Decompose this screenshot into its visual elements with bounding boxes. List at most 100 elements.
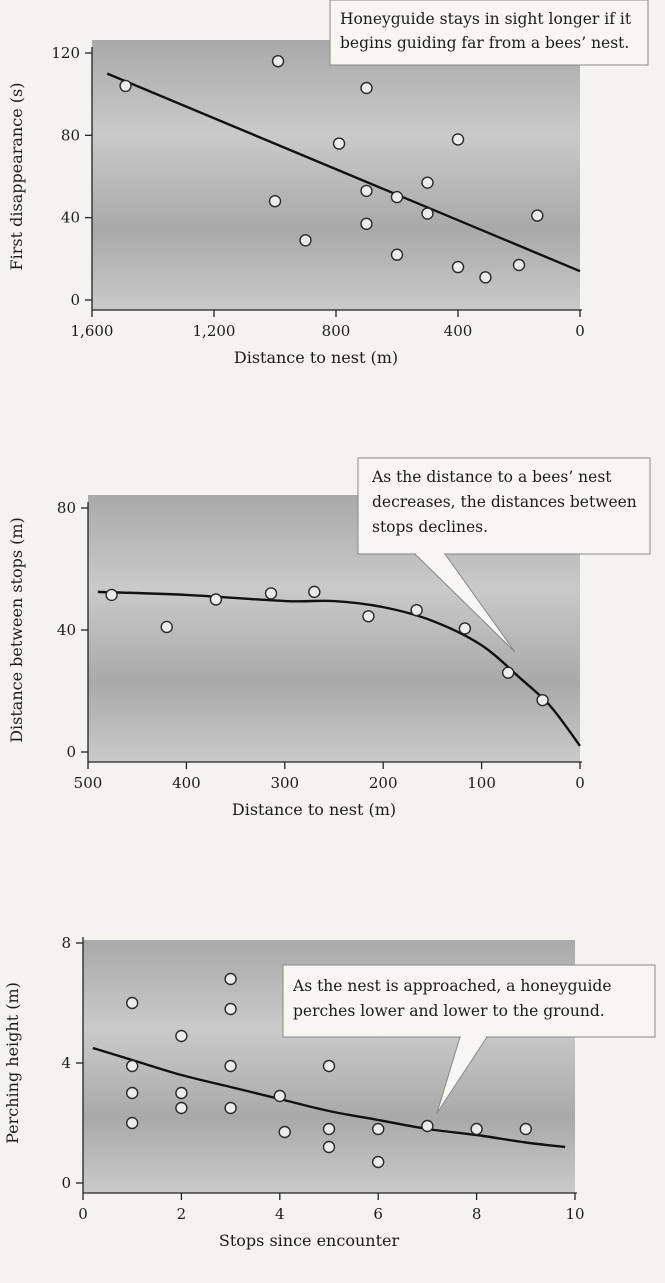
data-point (119, 79, 132, 93)
data-point (125, 1059, 139, 1073)
callout-text-line: As the nest is approached, a honeyguide (292, 977, 612, 995)
data-point (264, 587, 278, 600)
data-point (271, 55, 285, 68)
x-tick-label: 0 (575, 774, 585, 792)
y-tick-label: 40 (57, 621, 76, 639)
data-point (268, 194, 282, 208)
callout: As the distance to a bees’ nest decreases… (357, 457, 651, 653)
callout: Honeyguide stays in sight longer if it be… (329, 0, 649, 66)
data-point (332, 137, 346, 150)
x-axis-label: Distance to nest (m) (232, 800, 396, 819)
data-point (531, 209, 544, 222)
callout-text-line: Honeyguide stays in sight longer if it (340, 10, 632, 28)
data-point (479, 271, 492, 284)
data-point (209, 593, 223, 606)
x-axis-label: Stops since encounter (219, 1231, 400, 1250)
callout-box (329, 0, 649, 66)
x-tick-label: 500 (74, 774, 103, 792)
x-tick-label: 1,600 (71, 322, 114, 340)
chart-3: 0 4 8 0 2 4 6 8 10 Stops since encounter Perching … (3, 934, 656, 1250)
y-tick-label: 40 (61, 209, 80, 227)
data-point (299, 234, 312, 247)
y-tick-label: 0 (66, 743, 76, 761)
data-point (372, 1155, 385, 1169)
y-tick-label: 8 (61, 934, 71, 952)
chart-2: 0 40 80 500 400 300 200 100 0 Distance to nest (m… (7, 457, 651, 819)
y-tick-label: 0 (61, 1174, 71, 1192)
data-point (451, 133, 465, 146)
callout: As the nest is approached, a honeyguide p… (282, 964, 656, 1114)
data-point (536, 693, 549, 707)
data-point (519, 1122, 532, 1136)
y-tick-label: 80 (57, 499, 76, 517)
data-point (410, 603, 423, 617)
x-tick-label: 400 (172, 774, 201, 792)
data-point (360, 217, 373, 231)
data-point (421, 207, 434, 220)
y-axis-label: Perching height (m) (3, 982, 22, 1144)
x-tick-label: 8 (472, 1205, 482, 1223)
y-tick-label: 4 (61, 1054, 71, 1072)
x-tick-label: 1,200 (193, 322, 236, 340)
data-point (421, 176, 434, 189)
data-point (501, 666, 515, 679)
callout-text-line: decreases, the distances between (372, 493, 637, 511)
data-point (421, 1119, 434, 1133)
data-point (175, 1101, 188, 1115)
x-tick-label: 4 (275, 1205, 285, 1223)
data-point (224, 1059, 237, 1073)
x-tick-label: 10 (565, 1205, 584, 1223)
data-point (360, 184, 373, 198)
y-tick-label: 120 (51, 44, 80, 62)
y-tick-label: 0 (70, 291, 80, 309)
trend-line (92, 1046, 566, 1149)
data-point (451, 260, 465, 274)
y-axis-label: Distance between stops (m) (7, 517, 26, 743)
data-point (322, 1059, 336, 1073)
data-point (512, 258, 526, 272)
callout-text-line: As the distance to a bees’ nest (371, 468, 612, 486)
x-tick-label: 100 (467, 774, 496, 792)
data-point (224, 1002, 237, 1016)
data-point (372, 1122, 385, 1136)
data-point (175, 1029, 188, 1043)
data-point (322, 1140, 336, 1154)
trend-line (106, 72, 581, 273)
data-point (308, 585, 321, 599)
data-point (362, 610, 375, 623)
data-point (390, 248, 404, 261)
data-point (125, 1086, 139, 1100)
x-tick-label: 0 (78, 1205, 88, 1223)
chart-1: 0 40 80 120 1,600 1,200 800 400 0 Distance to nes… (7, 0, 649, 367)
data-point (224, 972, 237, 986)
data-point (125, 996, 139, 1010)
data-point (105, 588, 118, 602)
x-axis-label: Distance to nest (m) (234, 348, 398, 367)
x-tick-label: 200 (369, 774, 398, 792)
plot-area (92, 40, 580, 310)
y-axis-label: First disappearance (s) (7, 83, 26, 271)
data-point (360, 81, 373, 95)
callout-box (357, 457, 651, 555)
data-point (224, 1101, 237, 1115)
data-point (458, 622, 472, 635)
x-tick-label: 6 (373, 1205, 383, 1223)
callout-box (282, 964, 656, 1038)
data-point (470, 1122, 483, 1136)
data-point (278, 1125, 291, 1139)
y-tick-label: 80 (61, 126, 80, 144)
data-point (125, 1116, 139, 1130)
x-tick-label: 2 (177, 1205, 187, 1223)
data-point (160, 620, 173, 634)
x-tick-label: 300 (270, 774, 299, 792)
callout-text-line: perches lower and lower to the ground. (293, 1002, 605, 1020)
callout-text-line: stops declines. (372, 518, 488, 536)
x-tick-label: 0 (575, 322, 585, 340)
x-tick-label: 400 (444, 322, 473, 340)
data-point (175, 1086, 188, 1100)
callout-text-line: begins guiding far from a bees’ nest. (340, 34, 629, 52)
x-tick-label: 800 (322, 322, 351, 340)
data-point (322, 1122, 336, 1136)
